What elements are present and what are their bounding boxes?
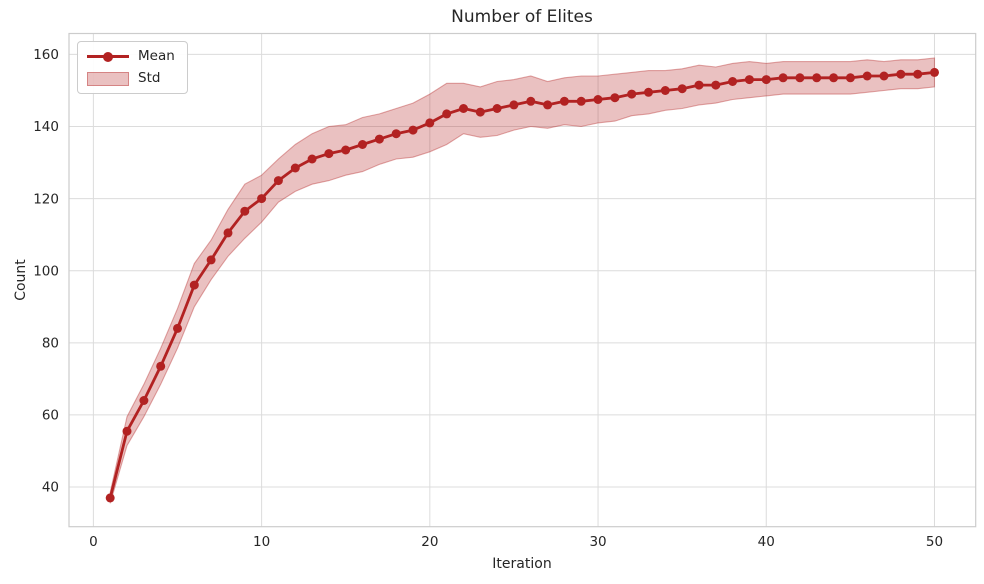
mean-marker <box>627 89 637 99</box>
plot-border <box>68 32 977 528</box>
mean-marker <box>677 84 687 94</box>
tick-labels-layer: 40 60 80 100 120 140 160 0 10 20 30 40 50 <box>33 47 943 550</box>
legend-entry-std: Std <box>87 71 175 86</box>
mean-marker <box>660 86 670 95</box>
mean-marker <box>425 118 435 128</box>
mean-marker <box>728 77 738 86</box>
x-tick-label: 40 <box>758 534 775 550</box>
chart-title: Number of Elites <box>451 7 593 27</box>
y-tick-label: 140 <box>33 119 59 135</box>
plot-border-layer <box>68 32 977 528</box>
mean-marker <box>795 73 805 83</box>
mean-marker <box>341 145 351 155</box>
mean-marker <box>913 69 923 79</box>
mean-line <box>108 71 936 500</box>
x-tick-label: 0 <box>89 534 98 550</box>
legend: Mean Std <box>77 41 188 94</box>
mean-marker <box>644 87 653 97</box>
mean-marker <box>930 67 939 77</box>
mean-marker <box>374 134 384 144</box>
mean-marker <box>240 206 250 216</box>
x-tick-label: 50 <box>926 534 943 550</box>
legend-mean-label: Mean <box>138 48 175 64</box>
mean-marker <box>694 80 704 90</box>
mean-marker <box>543 100 553 110</box>
std-band-layer <box>109 57 936 504</box>
mean-marker <box>442 109 452 119</box>
mean-marker <box>173 323 182 333</box>
legend-std-patch-swatch <box>87 71 129 86</box>
x-axis-label: Iteration <box>492 556 552 572</box>
mean-marker <box>408 125 418 135</box>
y-tick-label: 120 <box>33 191 59 207</box>
mean-marker <box>358 140 367 149</box>
mean-marker <box>156 361 166 371</box>
y-axis-label: Count <box>13 259 29 301</box>
y-tick-label: 80 <box>42 336 59 352</box>
mean-marker <box>307 154 317 164</box>
mean-marker <box>559 96 569 106</box>
mean-marker <box>105 493 115 503</box>
x-tick-label: 30 <box>589 534 606 550</box>
mean-marker <box>526 96 536 106</box>
legend-mean-marker-dot <box>103 51 113 62</box>
mean-marker <box>492 104 502 113</box>
mean-marker <box>391 129 401 139</box>
mean-marker <box>879 71 889 81</box>
legend-entry-mean: Mean <box>87 49 175 64</box>
mean-marker <box>761 75 771 85</box>
y-tick-label: 100 <box>33 263 59 279</box>
mean-marker <box>189 280 199 290</box>
mean-marker <box>206 255 216 265</box>
mean-marker <box>122 426 132 436</box>
mean-marker <box>139 396 149 405</box>
mean-marker <box>257 194 267 204</box>
mean-line-layer <box>108 71 936 500</box>
x-tick-label: 20 <box>421 534 438 550</box>
mean-marker <box>862 71 872 81</box>
x-tick-label: 10 <box>253 534 270 550</box>
mean-marker <box>223 228 233 238</box>
y-tick-label: 160 <box>33 47 59 63</box>
mean-marker <box>475 107 485 117</box>
mean-marker <box>610 93 620 103</box>
mean-marker <box>829 73 839 83</box>
mean-markers-layer <box>105 67 939 503</box>
mean-marker <box>812 73 822 83</box>
y-tick-label: 60 <box>42 408 59 424</box>
mean-marker <box>845 73 855 83</box>
mean-marker <box>273 176 283 186</box>
mean-marker <box>711 80 721 90</box>
mean-marker <box>778 73 788 83</box>
mean-marker <box>593 95 603 104</box>
mean-marker <box>744 75 754 85</box>
gridlines <box>69 33 976 527</box>
legend-mean-line-swatch <box>87 50 129 64</box>
mean-marker <box>290 163 300 173</box>
mean-marker <box>459 104 468 113</box>
mean-marker <box>509 100 519 110</box>
mean-marker <box>896 69 906 79</box>
std-band <box>109 57 936 504</box>
mean-marker <box>324 149 334 159</box>
y-tick-label: 40 <box>42 480 59 496</box>
mean-marker <box>576 96 586 106</box>
legend-std-label: Std <box>138 70 161 86</box>
